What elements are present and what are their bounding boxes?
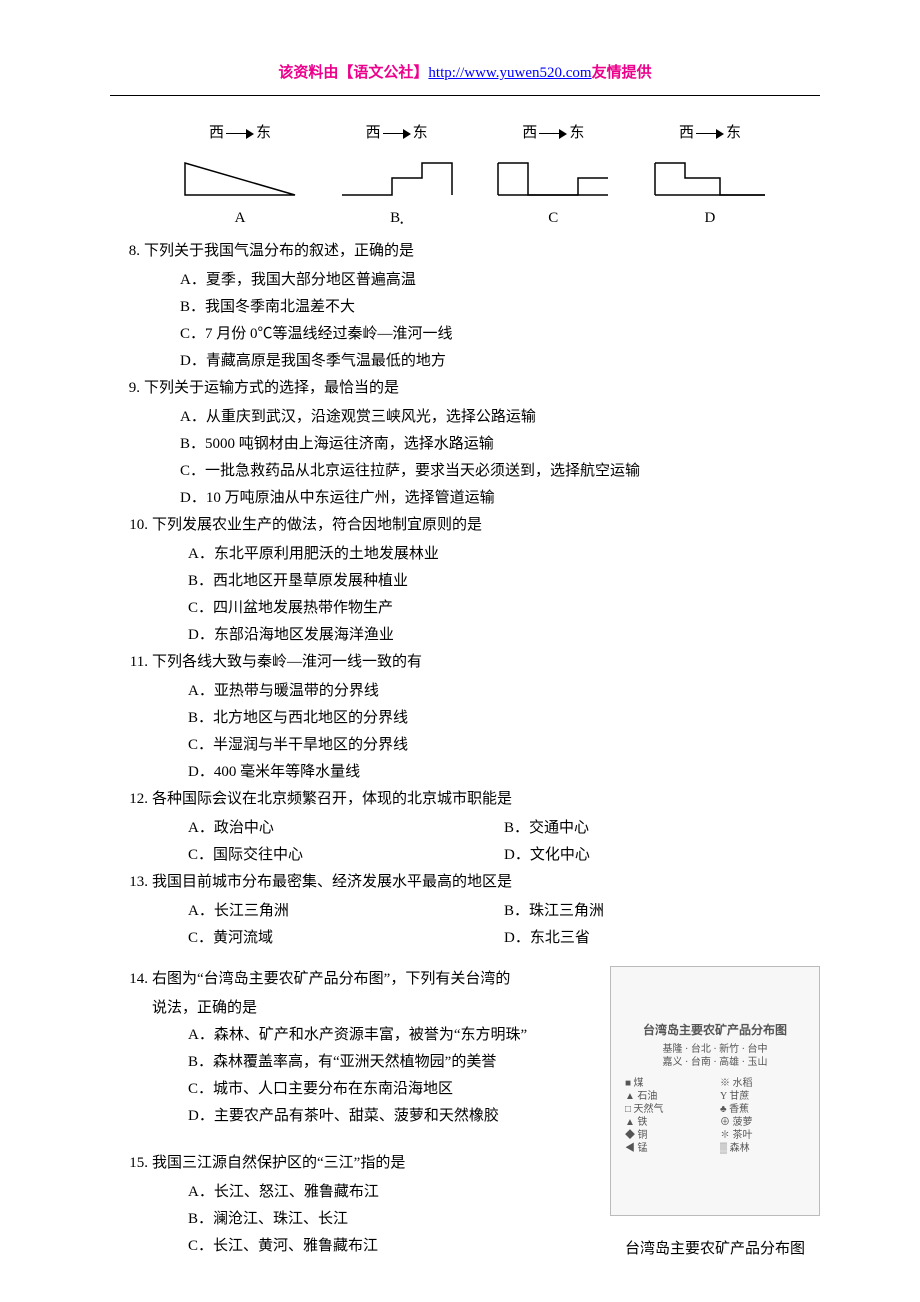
q9-options: A．从重庆到武汉，沿途观赏三峡风光，选择公路运输 B．5000 吨钢材由上海运往… <box>110 404 820 512</box>
q-number: 10. <box>110 512 152 539</box>
option: B．5000 吨钢材由上海运往济南，选择水路运输 <box>180 431 820 458</box>
question-12: 12. 各种国际会议在北京频繁召开，体现的北京城市职能是 <box>110 786 820 813</box>
q14-with-figure: 14. 右图为“台湾岛主要农矿产品分布图”，下列有关台湾的 说法，正确的是 A．… <box>110 966 820 1260</box>
q12-options: A．政治中心 B．交通中心 C．国际交往中心 D．文化中心 <box>110 815 820 869</box>
q8-options: A．夏季，我国大部分地区普遍高温 B．我国冬季南北温差不大 C．7 月份 0℃等… <box>110 267 820 375</box>
q-stem-cont: 说法，正确的是 <box>152 995 592 1022</box>
question-9: 9. 下列关于运输方式的选择，最恰当的是 <box>110 375 820 402</box>
option: A．森林、矿产和水产资源丰富，被誉为“东方明珠” <box>188 1022 592 1049</box>
taiwan-map-figure: 台湾岛主要农矿产品分布图 基隆 · 台北 · 新竹 · 台中 嘉义 · 台南 ·… <box>610 966 820 1260</box>
option: C．四川盆地发展热带作物生产 <box>188 595 820 622</box>
question-13: 13. 我国目前城市分布最密集、经济发展水平最高的地区是 <box>110 869 820 896</box>
header-rule <box>110 95 820 96</box>
q-stem: 各种国际会议在北京频繁召开，体现的北京城市职能是 <box>152 786 820 813</box>
q-stem: 我国目前城市分布最密集、经济发展水平最高的地区是 <box>152 869 820 896</box>
profile-letter: C <box>548 205 558 232</box>
profile-a: 西 东 A <box>170 120 310 232</box>
arrow-icon <box>226 129 254 139</box>
question-11: 11. 下列各线大致与秦岭—淮河一线一致的有 <box>110 649 820 676</box>
option: C．7 月份 0℃等温线经过秦岭—淮河一线 <box>180 321 820 348</box>
q15-options: A．长江、怒江、雅鲁藏布江 B．澜沧江、珠江、长江 C．长江、黄河、雅鲁藏布江 <box>110 1179 592 1260</box>
option: D．青藏高原是我国冬季气温最低的地方 <box>180 348 820 375</box>
profile-d: 西 东 D <box>640 120 780 232</box>
option: A．从重庆到武汉，沿途观赏三峡风光，选择公路运输 <box>180 404 820 431</box>
option: C．黄河流域 <box>188 925 504 952</box>
profile-svg-b <box>337 153 457 199</box>
question-10: 10. 下列发展农业生产的做法，符合因地制宜原则的是 <box>110 512 820 539</box>
option: B．北方地区与西北地区的分界线 <box>188 705 820 732</box>
option: A．政治中心 <box>188 815 504 842</box>
header-suffix: 友情提供 <box>592 65 652 81</box>
question-14: 14. 右图为“台湾岛主要农矿产品分布图”，下列有关台湾的 <box>110 966 592 993</box>
option: B．我国冬季南北温差不大 <box>180 294 820 321</box>
header-url: http://www.yuwen520.com <box>428 65 591 81</box>
profile-svg-a <box>180 153 300 199</box>
map-legend: ■ 煤 ▲ 石油 □ 天然气 ▲ 铁 ◆ 铜 ◀ 锰 ※ 水稻 Y 甘蔗 ♣ 香… <box>619 1073 811 1159</box>
option: B．西北地区开垦草原发展种植业 <box>188 568 820 595</box>
option: D．东部沿海地区发展海洋渔业 <box>188 622 820 649</box>
option: A．亚热带与暖温带的分界线 <box>188 678 820 705</box>
profile-b: 西 东 B• <box>327 120 467 232</box>
direction-label: 西 东 <box>366 120 428 147</box>
q-stem: 我国三江源自然保护区的“三江”指的是 <box>152 1150 592 1177</box>
terrain-profile-row: 西 东 A 西 东 B• 西 东 <box>110 120 820 232</box>
option: D．文化中心 <box>504 842 820 869</box>
question-8: 8. 下列关于我国气温分布的叙述，正确的是 <box>110 238 820 265</box>
q-number: 13. <box>110 869 152 896</box>
direction-label: 西 东 <box>522 120 584 147</box>
q14-options: A．森林、矿产和水产资源丰富，被誉为“东方明珠” B．森林覆盖率高，有“亚洲天然… <box>110 1022 592 1130</box>
q-stem: 右图为“台湾岛主要农矿产品分布图”，下列有关台湾的 <box>152 966 592 993</box>
option: A．长江、怒江、雅鲁藏布江 <box>188 1179 592 1206</box>
profile-letter: B• <box>390 205 403 232</box>
q10-options: A．东北平原利用肥沃的土地发展林业 B．西北地区开垦草原发展种植业 C．四川盆地… <box>110 541 820 649</box>
profile-letter: D <box>705 205 716 232</box>
q-stem: 下列各线大致与秦岭—淮河一线一致的有 <box>152 649 820 676</box>
arrow-icon <box>383 129 411 139</box>
q-number: 11. <box>110 649 152 676</box>
q-stem: 下列关于我国气温分布的叙述，正确的是 <box>144 238 820 265</box>
arrow-icon <box>539 129 567 139</box>
q-number: 15. <box>110 1150 152 1177</box>
profile-svg-d <box>650 153 770 199</box>
option: B．澜沧江、珠江、长江 <box>188 1206 592 1233</box>
option: C．城市、人口主要分布在东南沿海地区 <box>188 1076 592 1103</box>
option: D．主要农产品有茶叶、甜菜、菠萝和天然橡胶 <box>188 1103 592 1130</box>
q11-options: A．亚热带与暖温带的分界线 B．北方地区与西北地区的分界线 C．半湿润与半干旱地… <box>110 678 820 786</box>
option: B．森林覆盖率高，有“亚洲天然植物园”的美誉 <box>188 1049 592 1076</box>
source-header: 该资料由【语文公社】http://www.yuwen520.com友情提供 <box>110 60 820 87</box>
profile-letter: A <box>235 205 246 232</box>
direction-label: 西 东 <box>209 120 271 147</box>
q-stem: 下列发展农业生产的做法，符合因地制宜原则的是 <box>152 512 820 539</box>
direction-label: 西 东 <box>679 120 741 147</box>
option: C．一批急救药品从北京运往拉萨，要求当天必须送到，选择航空运输 <box>180 458 820 485</box>
option: D．400 毫米年等降水量线 <box>188 759 820 786</box>
q-number: 9. <box>110 375 144 402</box>
option: A．东北平原利用肥沃的土地发展林业 <box>188 541 820 568</box>
option: A．夏季，我国大部分地区普遍高温 <box>180 267 820 294</box>
profile-c: 西 东 C <box>483 120 623 232</box>
option: C．长江、黄河、雅鲁藏布江 <box>188 1233 592 1260</box>
option: D．东北三省 <box>504 925 820 952</box>
option: D．10 万吨原油从中东运往广州，选择管道运输 <box>180 485 820 512</box>
option: B．珠江三角洲 <box>504 898 820 925</box>
map-cities: 基隆 · 台北 · 新竹 · 台中 嘉义 · 台南 · 高雄 · 玉山 <box>619 1043 811 1069</box>
arrow-icon <box>696 129 724 139</box>
q-number: 8. <box>110 238 144 265</box>
option: C．半湿润与半干旱地区的分界线 <box>188 732 820 759</box>
option: C．国际交往中心 <box>188 842 504 869</box>
q-number: 14. <box>110 966 152 993</box>
map-title: 台湾岛主要农矿产品分布图 <box>619 1023 811 1039</box>
question-15: 15. 我国三江源自然保护区的“三江”指的是 <box>110 1150 592 1177</box>
q-stem: 下列关于运输方式的选择，最恰当的是 <box>144 375 820 402</box>
map-placeholder: 台湾岛主要农矿产品分布图 基隆 · 台北 · 新竹 · 台中 嘉义 · 台南 ·… <box>610 966 820 1216</box>
profile-svg-c <box>493 153 613 199</box>
figure-caption: 台湾岛主要农矿产品分布图 <box>610 1240 820 1260</box>
option: A．长江三角洲 <box>188 898 504 925</box>
header-prefix: 该资料由【语文公社】 <box>278 65 428 81</box>
option: B．交通中心 <box>504 815 820 842</box>
q13-options: A．长江三角洲 B．珠江三角洲 C．黄河流域 D．东北三省 <box>110 898 820 952</box>
q-number: 12. <box>110 786 152 813</box>
